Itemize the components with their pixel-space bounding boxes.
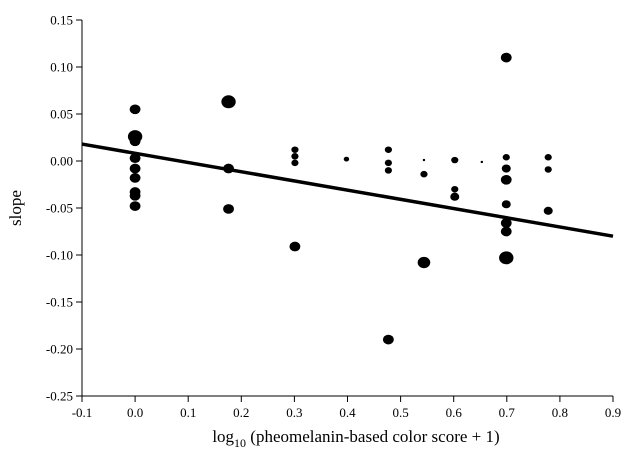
data-point — [289, 241, 301, 252]
data-point — [221, 95, 236, 109]
data-point — [544, 166, 552, 173]
data-point — [501, 200, 511, 209]
x-axis-ticks: -0.1 0.0 0.1 0.2 0.3 0.4 0.5 0.6 0.7 0.8 0.9 — [72, 396, 621, 420]
y-tick-label: -0.05 — [46, 201, 73, 216]
data-point — [500, 174, 512, 185]
x-tick-label: 0.4 — [339, 405, 356, 420]
y-axis-ticks: -0.25 -0.20 -0.15 -0.10 -0.05 0.00 0.05 0.10 0.1… — [46, 13, 82, 404]
x-tick-label: 0.8 — [552, 405, 568, 420]
x-tick-label: 0.6 — [446, 405, 463, 420]
x-tick-label: -0.1 — [72, 405, 93, 420]
x-tick-label: 0.0 — [127, 405, 143, 420]
y-tick-label: 0.05 — [50, 107, 73, 122]
data-point — [343, 156, 350, 162]
data-point — [543, 206, 553, 215]
data-point — [129, 163, 141, 174]
x-axis-title-text: (pheomelanin-based color score + 1) — [246, 427, 500, 446]
x-tick-label: 0.1 — [180, 405, 196, 420]
x-axis-title: log10 (pheomelanin-based color score + 1… — [212, 427, 499, 450]
data-point — [291, 153, 299, 160]
x-axis-title-prefix: log — [212, 427, 234, 446]
y-tick-label: -0.25 — [46, 389, 73, 404]
data-point — [384, 159, 392, 167]
data-point — [382, 334, 394, 345]
x-tick-label: 0.3 — [286, 405, 302, 420]
data-point — [502, 154, 510, 161]
data-point — [500, 218, 512, 228]
x-tick-label: 0.9 — [605, 405, 621, 420]
data-point — [129, 201, 141, 211]
x-tick-label: 0.5 — [392, 405, 408, 420]
data-point — [129, 190, 141, 201]
data-point — [291, 146, 299, 153]
y-tick-label: -0.20 — [46, 342, 73, 357]
data-point — [499, 251, 514, 265]
data-point — [451, 185, 459, 193]
data-point — [451, 156, 459, 164]
data-point — [129, 104, 141, 115]
data-point — [384, 146, 392, 153]
data-point — [480, 160, 484, 164]
x-axis-title-subscript: 10 — [234, 436, 246, 450]
data-point — [450, 192, 460, 201]
regression-line — [81, 142, 614, 238]
data-point — [420, 170, 428, 178]
data-point — [417, 256, 431, 269]
data-point — [129, 173, 141, 183]
x-tick-label: 0.2 — [233, 405, 249, 420]
y-tick-label: -0.10 — [46, 248, 73, 263]
y-tick-label: 0.00 — [50, 154, 73, 169]
data-points — [127, 52, 553, 345]
data-point — [223, 204, 234, 214]
data-point — [500, 226, 512, 237]
x-tick-label: 0.7 — [499, 405, 516, 420]
data-point — [129, 153, 141, 164]
plot-axes — [81, 20, 613, 397]
y-tick-label: 0.10 — [50, 60, 73, 75]
data-point — [501, 164, 511, 173]
y-tick-label: 0.15 — [50, 13, 73, 28]
data-point — [500, 52, 512, 63]
y-tick-label: -0.15 — [46, 295, 73, 310]
data-point — [129, 136, 141, 147]
data-point — [422, 158, 426, 162]
data-point — [291, 159, 299, 167]
data-point — [544, 154, 552, 161]
data-point — [384, 167, 392, 174]
y-axis-title: slope — [6, 190, 25, 226]
